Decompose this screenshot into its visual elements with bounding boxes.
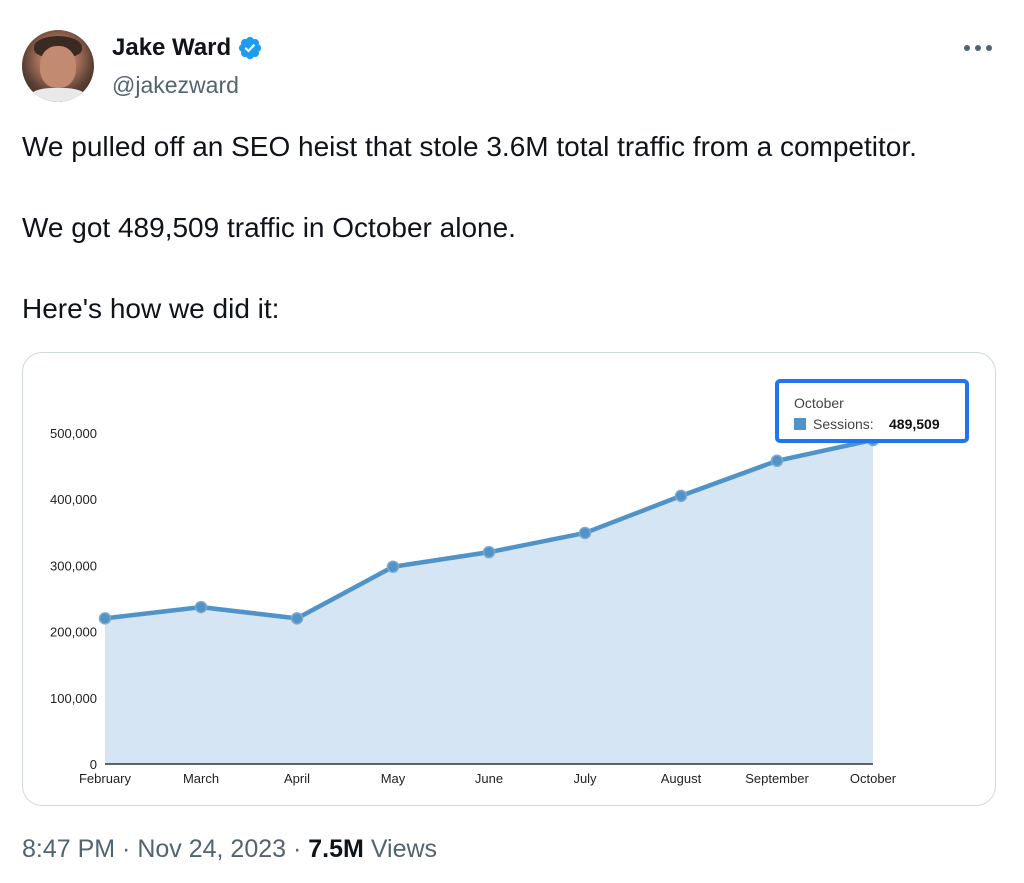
tweet-time[interactable]: 8:47 PM: [22, 835, 116, 863]
x-tick-label: September: [745, 771, 809, 786]
tweet-text-line-1: We pulled off an SEO heist that stole 3.…: [22, 131, 917, 162]
more-options-button[interactable]: [960, 36, 996, 60]
tooltip-legend-swatch: [794, 418, 806, 430]
sessions-area-chart: 0 100,000 200,000 300,000 400,000 500,000 Febr…: [50, 379, 969, 786]
tweet-text-line-2: We got 489,509 traffic in October alone.: [22, 212, 516, 243]
y-tick-label: 300,000: [50, 558, 97, 573]
y-tick-label: 400,000: [50, 492, 97, 507]
avatar-face: [40, 46, 76, 88]
x-tick-label: August: [661, 771, 702, 786]
data-point: [386, 560, 400, 573]
meta-separator-2: ·: [286, 835, 309, 863]
data-point: [578, 526, 592, 540]
y-tick-label: 0: [90, 757, 97, 772]
avatar-shirt: [30, 88, 86, 102]
more-horizontal-icon: [964, 45, 992, 51]
data-point: [98, 612, 112, 625]
tweet-date[interactable]: Nov 24, 2023: [137, 835, 287, 863]
verified-badge-icon: [239, 36, 262, 60]
avatar[interactable]: [22, 30, 94, 102]
data-point: [674, 489, 688, 503]
x-tick-label: October: [850, 771, 897, 786]
author-handle[interactable]: @jakezward: [112, 72, 239, 98]
x-tick-label: May: [381, 771, 406, 786]
data-point: [290, 612, 304, 625]
tooltip-box: [775, 379, 969, 443]
tooltip-title: October: [794, 395, 844, 411]
meta-separator-1: ·: [115, 835, 138, 863]
author-name[interactable]: Jake Ward: [112, 34, 232, 61]
y-tick-label: 100,000: [50, 691, 97, 706]
views-count: 7.5M: [308, 835, 364, 863]
x-tick-label: June: [475, 771, 503, 786]
chart-image-card[interactable]: 0 100,000 200,000 300,000 400,000 500,000 Febr…: [22, 352, 996, 806]
data-point: [770, 454, 784, 468]
x-tick-label: April: [284, 771, 310, 786]
y-tick-label: 500,000: [50, 426, 97, 441]
tooltip-series-label: Sessions:: [813, 416, 874, 432]
y-tick-label: 200,000: [50, 625, 97, 640]
x-tick-label: July: [573, 771, 597, 786]
views-label: Views: [370, 835, 438, 863]
x-tick-label: March: [183, 771, 219, 786]
tooltip-value: 489,509: [889, 416, 940, 432]
tweet-meta: 8:47 PM · Nov 24, 2023 · 7.5M Views: [22, 835, 437, 864]
sessions-area-fill: [105, 439, 873, 764]
tweet-text-line-3: Here's how we did it:: [22, 293, 280, 324]
author-name-row: Jake Ward: [112, 34, 263, 62]
x-tick-label: February: [79, 771, 132, 786]
data-point: [194, 600, 208, 614]
data-point: [482, 545, 496, 559]
